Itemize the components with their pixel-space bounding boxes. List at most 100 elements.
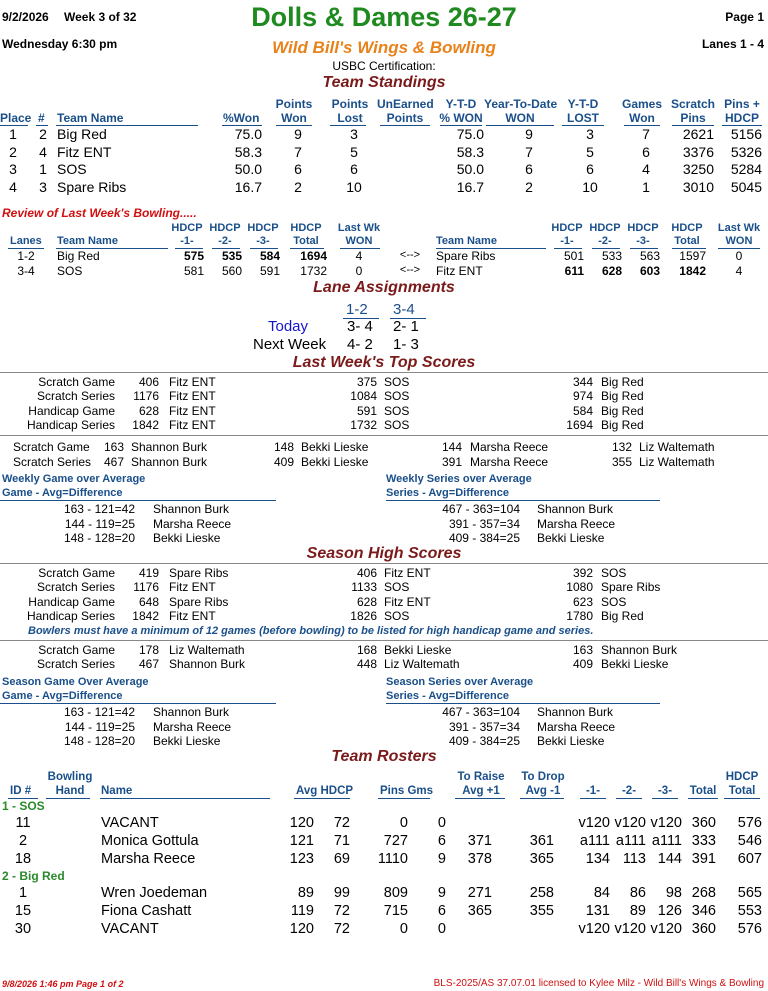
roster-col-pins: Pins Gms: [380, 785, 434, 797]
report-date: 9/2/2026: [2, 10, 49, 24]
review-team: Big Red: [57, 249, 100, 263]
rule-line: [616, 798, 642, 799]
ind-v3: 163: [572, 643, 593, 657]
standings-won: 7: [294, 143, 302, 160]
standings-ytd_won: 2: [525, 178, 533, 195]
roster-total: 346: [691, 903, 716, 919]
score-v2: 1133: [351, 580, 377, 595]
roster-col-name: Name: [101, 785, 133, 797]
score-t3: Big Red: [601, 375, 644, 389]
col-ytdlost: Y-T-D LOST: [560, 97, 606, 125]
col-pinshdcp: Pins + HDCP: [720, 97, 764, 125]
ind-v2: 448: [356, 657, 377, 672]
score-v2: 406: [356, 566, 377, 580]
rule-line: [520, 798, 564, 799]
lanes-label: Lanes 1 - 4: [701, 37, 764, 51]
roster-htotal: 576: [737, 921, 762, 937]
roster-team-label: 2 - Big Red: [2, 869, 65, 883]
col-ptswon: Points Won: [272, 97, 316, 125]
rule-line: [8, 248, 44, 249]
ind-n2: Bekki Lieske: [384, 643, 452, 657]
score-label: Handicap Series: [26, 608, 115, 623]
roster-name: Wren Joedeman: [101, 885, 208, 901]
review-otot: 1597: [679, 249, 706, 263]
score-t1: Fitz ENT: [169, 608, 216, 623]
review-col-tot-1: HDCP: [290, 222, 322, 234]
league-title: Dolls & Dames 26-27: [251, 2, 517, 32]
col-ytdpct: Y-T-D% WON: [438, 97, 484, 125]
rule-line: [212, 248, 240, 249]
over-game-calc: 144 - 119=25: [64, 516, 135, 531]
next-week-label: Next Week: [253, 336, 327, 353]
col-unearned-1: UnEarned: [377, 97, 434, 111]
roster-g2: v120: [614, 921, 646, 937]
over-series-subtitle: Series - Avg=Difference: [386, 487, 509, 499]
roster-hdcp: 72: [333, 903, 350, 919]
roster-htotal: 553: [737, 903, 762, 919]
standings-team: SOS: [57, 161, 87, 177]
review-col-team: Team Name: [57, 235, 118, 247]
rule-line: [56, 248, 168, 249]
col-num: #: [38, 111, 45, 125]
roster-col-avg: Avg HDCP: [296, 785, 354, 797]
score-v3: 344: [572, 375, 593, 389]
score-t3: Big Red: [601, 389, 644, 404]
roster-raise: 371: [467, 833, 492, 849]
standings-games: 7: [642, 126, 650, 142]
over-series-calc: 391 - 357=34: [448, 516, 520, 531]
review-col-owon-1: Last Wk: [717, 222, 761, 234]
over-series-name: Marsha Reece: [537, 516, 616, 531]
ind-n1: Liz Waltemath: [169, 643, 245, 657]
score-v2: 1084: [350, 389, 377, 404]
score-label: Handicap Series: [26, 417, 115, 432]
standings-ytd_pct: 58.3: [456, 143, 484, 160]
rule-line: [718, 248, 760, 249]
roster-htotal: 576: [737, 815, 762, 831]
ind-v1: 467: [138, 657, 159, 672]
col-games: Games Won: [620, 97, 664, 125]
col-scratch: Scratch Pins: [669, 97, 717, 125]
ind-v1: 467: [103, 455, 124, 469]
standings-num: 4: [39, 143, 47, 160]
score-v2: 375: [356, 375, 377, 389]
roster-col-drop-2: Avg -1: [525, 785, 561, 797]
roster-pins: 809: [383, 885, 408, 901]
col-ytdwon-1: Year-To-Date: [484, 97, 558, 111]
standings-games: 1: [642, 178, 650, 195]
review-col-owon-2: WON: [725, 235, 753, 247]
review-title: Review of Last Week's Bowling.....: [2, 206, 197, 220]
review-g3: 591: [259, 264, 280, 278]
roster-g1: 134: [585, 851, 610, 867]
ind-v3: 391: [441, 455, 462, 469]
col-scratch-2: Pins: [680, 111, 706, 125]
roster-raise: 271: [467, 885, 492, 901]
today-label: Today: [268, 318, 309, 335]
col-ytdpct-1: Y-T-D: [445, 97, 477, 111]
standings-ytd_lost: 10: [582, 178, 598, 195]
ind-n4: Liz Waltemath: [639, 440, 715, 454]
ind-v3: 144: [441, 440, 462, 454]
review-g2: 560: [221, 264, 242, 278]
standings-pct: 16.7: [234, 178, 262, 195]
standings-pct: 58.3: [234, 143, 262, 160]
score-t2: SOS: [384, 403, 410, 418]
roster-g1: v120: [578, 815, 610, 831]
roster-avg: 121: [289, 833, 314, 849]
review-tot: 1694: [300, 249, 327, 263]
roster-col-hand-1: Bowling: [47, 771, 93, 783]
score-v1: 1176: [133, 580, 159, 595]
over-game-calc: 148 - 128=20: [63, 734, 135, 748]
col-ptslost: Points Lost: [328, 97, 372, 125]
roster-id: 18: [14, 851, 32, 867]
ind-v1: 163: [103, 440, 124, 454]
score-v1: 406: [138, 375, 159, 389]
ind-v1: 178: [138, 643, 159, 657]
roster-gms: 0: [437, 921, 446, 937]
standings-ytd_pct: 50.0: [456, 161, 484, 177]
standings-won: 6: [294, 161, 302, 177]
ind-v2: 168: [356, 643, 377, 657]
rule-line: [175, 248, 203, 249]
roster-g3: 126: [657, 903, 682, 919]
top-scores-title: Last Week's Top Scores: [292, 354, 476, 371]
roster-avg: 120: [289, 921, 314, 937]
